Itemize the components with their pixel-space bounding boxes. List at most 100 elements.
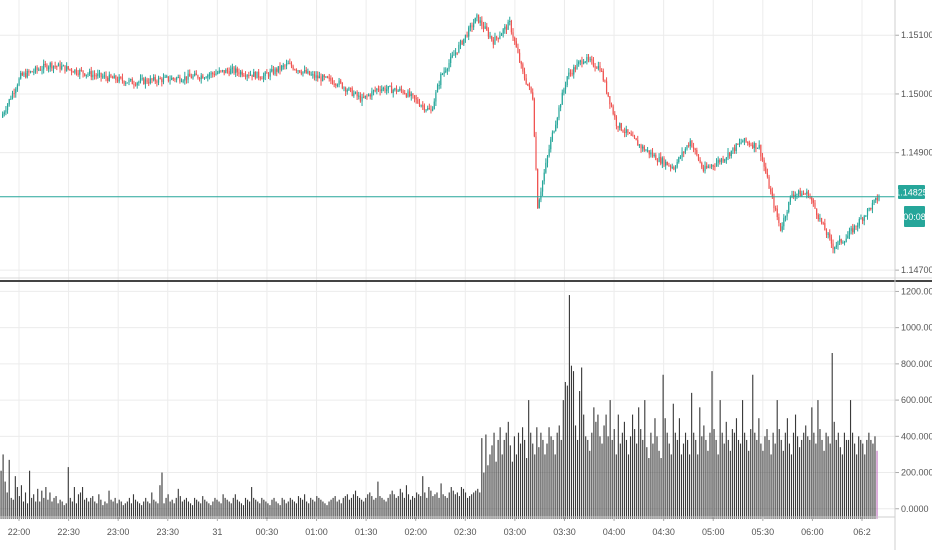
candle-body	[187, 73, 189, 80]
volume-bar	[387, 497, 389, 519]
candle-body	[473, 23, 475, 28]
candle-body	[520, 61, 522, 65]
volume-bar	[872, 443, 874, 519]
volume-bar	[829, 443, 831, 519]
candle-body	[36, 67, 38, 70]
volume-bar	[169, 501, 171, 519]
candle-body	[169, 79, 171, 81]
volume-bar	[652, 443, 654, 519]
candle-body	[64, 65, 66, 72]
candle-body	[637, 140, 639, 146]
candle-body	[105, 75, 107, 78]
volume-bar	[485, 434, 487, 519]
countdown-badge-bg	[904, 206, 925, 227]
candle-body	[477, 14, 480, 23]
candle-body	[512, 32, 514, 38]
volume-bar	[346, 494, 348, 519]
volume-bar	[61, 501, 63, 519]
candle-body	[753, 143, 755, 148]
price-axis[interactable]: 1.15100 1.15000 1.14900 1.14700	[895, 30, 932, 275]
candle-body	[418, 102, 421, 106]
candle-body	[824, 222, 826, 231]
candle-body	[446, 68, 448, 71]
volume-bar	[183, 499, 185, 519]
candle-body	[353, 93, 355, 96]
candle-body	[215, 73, 217, 76]
candle-body	[281, 65, 283, 70]
candle-body	[143, 78, 145, 85]
time-axis[interactable]: 22:00 22:30 23:00 23:30 31 00:30 01:00 01:30 02:…	[8, 517, 871, 537]
candle-body	[264, 72, 266, 76]
candle-body	[425, 109, 427, 111]
candle-body	[435, 92, 437, 102]
volume-bar	[574, 425, 577, 519]
volume-bar	[691, 392, 693, 519]
candle-body	[701, 162, 703, 168]
candle-body	[556, 117, 558, 125]
volume-bar	[157, 503, 159, 519]
volume-bar	[689, 454, 691, 519]
candle-body	[573, 67, 575, 75]
candle-body	[729, 152, 731, 157]
candle-body	[834, 247, 836, 250]
candle-body	[136, 82, 138, 86]
candle-body	[625, 129, 627, 133]
volume-bar	[554, 454, 556, 519]
volume-bar	[632, 414, 634, 519]
candle-body	[395, 88, 398, 92]
volume-bar	[570, 365, 573, 519]
candle-body	[171, 77, 173, 80]
candle-body	[203, 77, 206, 79]
candle-body	[44, 63, 46, 65]
volume-bar	[831, 353, 833, 519]
volume-bar	[222, 494, 224, 519]
volume-bar	[467, 497, 469, 519]
volume-bar	[684, 432, 687, 519]
volume-bar	[59, 499, 61, 519]
volume-bar	[528, 400, 530, 519]
candle-body	[633, 135, 636, 139]
volume-bar	[827, 436, 829, 519]
volume-bar	[483, 472, 485, 519]
candle-body	[253, 71, 255, 77]
candle-body	[865, 215, 867, 217]
volume-bar	[90, 497, 92, 519]
candle-body	[172, 77, 174, 79]
volume-bar	[768, 439, 770, 519]
candle-body	[615, 116, 618, 127]
volume-bar	[179, 496, 181, 519]
candle-body	[133, 84, 135, 86]
volume-bar	[344, 496, 346, 519]
volume-bar	[507, 421, 509, 519]
candle-body	[70, 69, 73, 72]
volume-tick-label: 1000.0000	[901, 323, 932, 333]
volume-bar	[735, 418, 738, 519]
candle-body	[336, 84, 339, 86]
volume-bar	[548, 427, 550, 519]
volume-bar	[709, 432, 711, 519]
volume-bar	[619, 443, 621, 519]
volume-bar	[464, 492, 467, 519]
candle-body	[223, 70, 225, 74]
volume-bar	[320, 499, 322, 519]
candle-body	[870, 208, 872, 210]
volume-bars	[0, 295, 878, 519]
candle-body	[717, 160, 719, 163]
volume-bar	[760, 443, 762, 519]
candle-body	[420, 105, 422, 107]
candle-body	[610, 104, 613, 107]
candle-body	[212, 72, 214, 74]
candle-body	[756, 147, 759, 149]
candle-body	[231, 67, 233, 70]
volume-axis[interactable]: 1200.0000 1000.0000 800.0000 600.0000 400.00…	[895, 286, 932, 514]
candle-body	[866, 209, 869, 216]
volume-bar	[253, 497, 255, 519]
volume-bar	[754, 432, 756, 519]
candle-body	[120, 76, 122, 78]
candle-body	[727, 152, 729, 158]
candle-body	[443, 71, 445, 74]
candle-body	[602, 71, 604, 81]
volume-bar	[499, 427, 501, 519]
